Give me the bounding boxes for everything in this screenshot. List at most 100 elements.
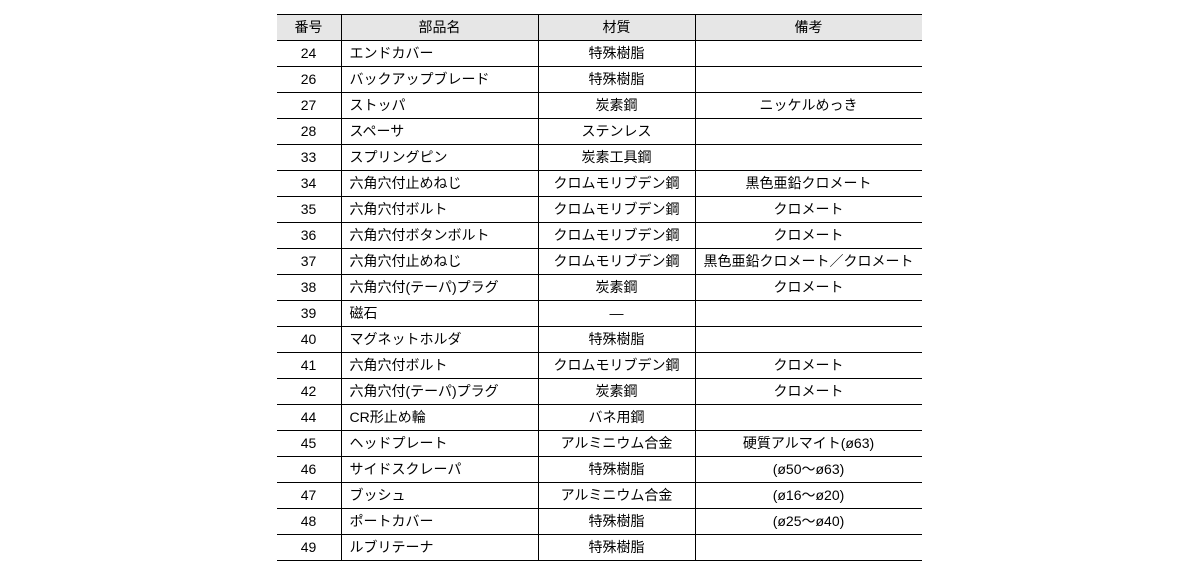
cell-material: クロムモリブデン鋼 [538,197,695,223]
table-row: 28スペーサステンレス [277,119,922,145]
cell-note [695,535,922,561]
cell-material: 炭素鋼 [538,275,695,301]
table-row: 34六角穴付止めねじクロムモリブデン鋼黒色亜鉛クロメート [277,171,922,197]
cell-num: 48 [277,509,342,535]
table-row: 36六角穴付ボタンボルトクロムモリブデン鋼クロメート [277,223,922,249]
cell-note [695,119,922,145]
table-row: 35六角穴付ボルトクロムモリブデン鋼クロメート [277,197,922,223]
cell-num: 45 [277,431,342,457]
cell-num: 37 [277,249,342,275]
cell-note: クロメート [695,197,922,223]
header-note: 備考 [695,15,922,41]
cell-name: 六角穴付止めねじ [341,171,538,197]
cell-num: 27 [277,93,342,119]
cell-material: ― [538,301,695,327]
table-row: 37六角穴付止めねじクロムモリブデン鋼黒色亜鉛クロメート／クロメート [277,249,922,275]
cell-name: ポートカバー [341,509,538,535]
cell-material: ステンレス [538,119,695,145]
cell-material: 炭素工具鋼 [538,145,695,171]
cell-num: 34 [277,171,342,197]
table-row: 27ストッパ炭素鋼ニッケルめっき [277,93,922,119]
parts-table: 番号 部品名 材質 備考 24エンドカバー特殊樹脂26バックアップブレード特殊樹… [277,14,922,561]
table-row: 26バックアップブレード特殊樹脂 [277,67,922,93]
table-row: 42六角穴付(テーパ)プラグ炭素鋼クロメート [277,379,922,405]
cell-name: 六角穴付ボルト [341,353,538,379]
cell-material: 特殊樹脂 [538,327,695,353]
table-row: 46サイドスクレーパ特殊樹脂(ø50～ø63) [277,457,922,483]
header-name: 部品名 [341,15,538,41]
cell-material: クロムモリブデン鋼 [538,249,695,275]
cell-num: 39 [277,301,342,327]
cell-name: サイドスクレーパ [341,457,538,483]
table-row: 40マグネットホルダ特殊樹脂 [277,327,922,353]
cell-note: クロメート [695,353,922,379]
cell-name: スプリングピン [341,145,538,171]
cell-name: ストッパ [341,93,538,119]
cell-name: 六角穴付(テーパ)プラグ [341,275,538,301]
cell-name: ヘッドプレート [341,431,538,457]
cell-note: クロメート [695,379,922,405]
cell-name: 六角穴付ボタンボルト [341,223,538,249]
cell-num: 49 [277,535,342,561]
cell-name: 六角穴付ボルト [341,197,538,223]
cell-note: (ø25～ø40) [695,509,922,535]
cell-material: 特殊樹脂 [538,41,695,67]
cell-num: 38 [277,275,342,301]
cell-material: クロムモリブデン鋼 [538,223,695,249]
header-material: 材質 [538,15,695,41]
cell-note [695,301,922,327]
cell-material: 特殊樹脂 [538,535,695,561]
header-num: 番号 [277,15,342,41]
cell-name: ルブリテーナ [341,535,538,561]
cell-note [695,405,922,431]
cell-num: 33 [277,145,342,171]
cell-name: 六角穴付止めねじ [341,249,538,275]
table-body: 24エンドカバー特殊樹脂26バックアップブレード特殊樹脂27ストッパ炭素鋼ニッケ… [277,41,922,561]
table-row: 33スプリングピン炭素工具鋼 [277,145,922,171]
table-row: 47ブッシュアルミニウム合金(ø16～ø20) [277,483,922,509]
table-row: 39磁石― [277,301,922,327]
cell-num: 44 [277,405,342,431]
cell-name: バックアップブレード [341,67,538,93]
cell-note: クロメート [695,223,922,249]
cell-note: 硬質アルマイト(ø63) [695,431,922,457]
cell-note [695,41,922,67]
cell-name: 磁石 [341,301,538,327]
cell-note: 黒色亜鉛クロメート [695,171,922,197]
cell-note: 黒色亜鉛クロメート／クロメート [695,249,922,275]
cell-num: 28 [277,119,342,145]
cell-note [695,145,922,171]
cell-material: 特殊樹脂 [538,67,695,93]
cell-note [695,67,922,93]
cell-num: 26 [277,67,342,93]
cell-num: 36 [277,223,342,249]
table-row: 24エンドカバー特殊樹脂 [277,41,922,67]
cell-name: 六角穴付(テーパ)プラグ [341,379,538,405]
cell-material: 特殊樹脂 [538,509,695,535]
cell-material: 炭素鋼 [538,93,695,119]
cell-material: アルミニウム合金 [538,431,695,457]
table-row: 45ヘッドプレートアルミニウム合金硬質アルマイト(ø63) [277,431,922,457]
table-row: 41六角穴付ボルトクロムモリブデン鋼クロメート [277,353,922,379]
table-row: 48ポートカバー特殊樹脂(ø25～ø40) [277,509,922,535]
cell-material: バネ用鋼 [538,405,695,431]
table-row: 49ルブリテーナ特殊樹脂 [277,535,922,561]
cell-material: 炭素鋼 [538,379,695,405]
cell-material: アルミニウム合金 [538,483,695,509]
cell-num: 41 [277,353,342,379]
cell-material: クロムモリブデン鋼 [538,353,695,379]
cell-num: 46 [277,457,342,483]
table-row: 38六角穴付(テーパ)プラグ炭素鋼クロメート [277,275,922,301]
table-header-row: 番号 部品名 材質 備考 [277,15,922,41]
cell-name: スペーサ [341,119,538,145]
cell-num: 47 [277,483,342,509]
cell-note: ニッケルめっき [695,93,922,119]
cell-num: 35 [277,197,342,223]
cell-material: クロムモリブデン鋼 [538,171,695,197]
cell-note: (ø50～ø63) [695,457,922,483]
cell-num: 42 [277,379,342,405]
cell-name: マグネットホルダ [341,327,538,353]
cell-num: 24 [277,41,342,67]
cell-num: 40 [277,327,342,353]
cell-name: CR形止め輪 [341,405,538,431]
